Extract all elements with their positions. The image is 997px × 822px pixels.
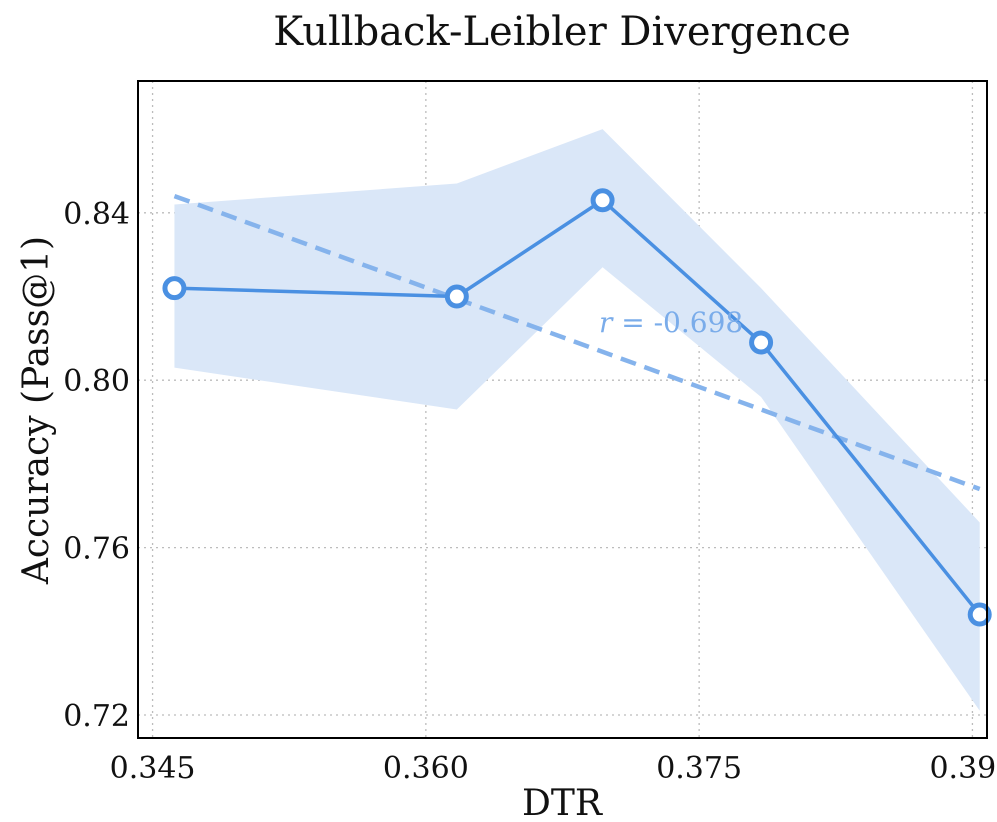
trend-line bbox=[173, 193, 981, 492]
y-tick-label: 0.80 bbox=[63, 364, 130, 399]
y-axis-label: Accuracy (Pass@1) bbox=[16, 236, 57, 585]
chart-title: Kullback-Leibler Divergence bbox=[273, 9, 851, 55]
data-point bbox=[749, 330, 774, 355]
x-tick-label: 0.360 bbox=[383, 751, 469, 786]
x-tick-label: 0.345 bbox=[110, 751, 196, 786]
correlation-annotation: r = -0.698 bbox=[599, 306, 743, 339]
data-point bbox=[967, 602, 992, 627]
x-tick-labels: 0.345 0.360 0.375 0.390 bbox=[110, 751, 997, 786]
y-tick-label: 0.76 bbox=[63, 532, 130, 567]
band-layer bbox=[174, 129, 980, 711]
y-tick-label: 0.72 bbox=[63, 699, 130, 734]
trend-layer bbox=[173, 193, 981, 492]
data-point bbox=[162, 276, 187, 301]
confidence-band bbox=[174, 129, 980, 711]
x-axis-label: DTR bbox=[522, 783, 603, 822]
y-tick-labels: 0.72 0.76 0.80 0.84 bbox=[63, 197, 130, 734]
data-point bbox=[444, 284, 469, 309]
series-layer bbox=[162, 188, 992, 627]
annotation-layer: r = -0.698 bbox=[599, 306, 743, 339]
data-point bbox=[590, 188, 615, 213]
plot-frame bbox=[137, 80, 988, 739]
x-tick-label: 0.375 bbox=[656, 751, 742, 786]
x-tick-label: 0.390 bbox=[929, 751, 997, 786]
y-tick-label: 0.84 bbox=[63, 197, 130, 232]
